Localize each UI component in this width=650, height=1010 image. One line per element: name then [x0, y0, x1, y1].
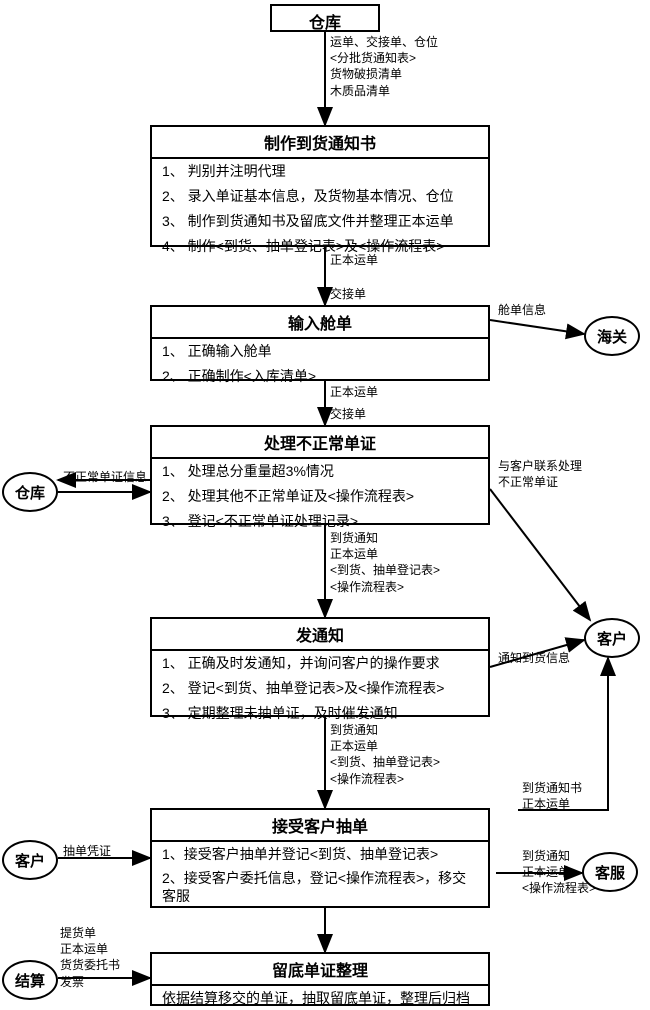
node-item: 2、 录入单证基本信息，及货物基本情况、仓位 [152, 183, 488, 208]
node-title: 发通知 [152, 619, 488, 649]
node-item: 1、 正确及时发通知，并询问客户的操作要求 [152, 649, 488, 675]
oval-label: 客户 [15, 850, 45, 871]
node-notice: 制作到货通知书 1、 判别并注明代理 2、 录入单证基本信息，及货物基本情况、仓… [150, 125, 490, 247]
node-input: 输入舱单 1、 正确输入舱单 2、 正确制作<入库清单> [150, 305, 490, 381]
edge-label: 提货单 正本运单 货货委托书 发票 [60, 925, 120, 990]
edge-label: 运单、交接单、仓位 <分批货通知表> 货物破损清单 木质品清单 [330, 34, 438, 99]
oval-label: 客服 [595, 862, 625, 883]
node-accept: 接受客户抽单 1、接受客户抽单并登记<到货、抽单登记表> 2、接受客户委托信息，… [150, 808, 490, 908]
node-item: 2、 登记<到货、抽单登记表>及<操作流程表> [152, 675, 488, 700]
oval-warehouse2: 仓库 [2, 472, 58, 512]
edge-label: 与客户联系处理 不正常单证 [498, 458, 582, 490]
node-item: 2、接受客户委托信息，登记<操作流程表>，移交客服 [152, 866, 488, 907]
oval-customs: 海关 [584, 316, 640, 356]
node-item: 1、接受客户抽单并登记<到货、抽单登记表> [152, 840, 488, 866]
oval-label: 客户 [597, 628, 627, 649]
edge-label: 到货通知 正本运单 <到货、抽单登记表> <操作流程表> [330, 530, 440, 595]
edge-label: 抽单凭证 [63, 843, 111, 859]
node-title: 处理不正常单证 [152, 427, 488, 457]
node-title: 接受客户抽单 [152, 810, 488, 840]
edge-label: 正本运单 [330, 252, 378, 268]
node-item: 4、 制作<到货、抽单登记表>及<操作流程表> [152, 233, 488, 258]
edge-label: 正本运单 [330, 384, 378, 400]
node-abnormal: 处理不正常单证 1、 处理总分重量超3%情况 2、 处理其他不正常单证及<操作流… [150, 425, 490, 525]
node-item: 依据结算移交的单证，抽取留底单证，整理后归档 [152, 984, 488, 1010]
node-item: 3、 制作到货通知书及留底文件并整理正本运单 [152, 208, 488, 233]
edge-label: 到货通知 正本运单 <到货、抽单登记表> <操作流程表> [330, 722, 440, 787]
edge-label: 到货通知 正本运单 <操作流程表> [522, 848, 596, 897]
node-item: 1、 处理总分重量超3%情况 [152, 457, 488, 483]
oval-settle: 结算 [2, 960, 58, 1000]
edge-label: 交接单 [330, 406, 366, 422]
node-item: 1、 判别并注明代理 [152, 157, 488, 183]
node-warehouse-top: 仓库 [270, 4, 380, 32]
oval-label: 仓库 [15, 482, 45, 503]
oval-label: 海关 [597, 326, 627, 347]
node-title: 输入舱单 [152, 307, 488, 337]
node-title: 制作到货通知书 [152, 127, 488, 157]
oval-customer2: 客户 [2, 840, 58, 880]
oval-customer: 客户 [584, 618, 640, 658]
node-item: 2、 正确制作<入库清单> [152, 363, 488, 388]
node-send: 发通知 1、 正确及时发通知，并询问客户的操作要求 2、 登记<到货、抽单登记表… [150, 617, 490, 717]
node-title: 仓库 [272, 6, 378, 36]
edge-label: 不正常单证信息 [63, 469, 147, 485]
edge-label: 交接单 [330, 286, 366, 302]
edge-label: 到货通知书 正本运单 [522, 780, 582, 812]
oval-label: 结算 [15, 970, 45, 991]
node-item: 1、 正确输入舱单 [152, 337, 488, 363]
node-item: 2、 处理其他不正常单证及<操作流程表> [152, 483, 488, 508]
edge-label: 通知到货信息 [498, 650, 570, 666]
node-title: 留底单证整理 [152, 954, 488, 984]
node-archive: 留底单证整理 依据结算移交的单证，抽取留底单证，整理后归档 [150, 952, 490, 1006]
edge-label: 舱单信息 [498, 302, 546, 318]
